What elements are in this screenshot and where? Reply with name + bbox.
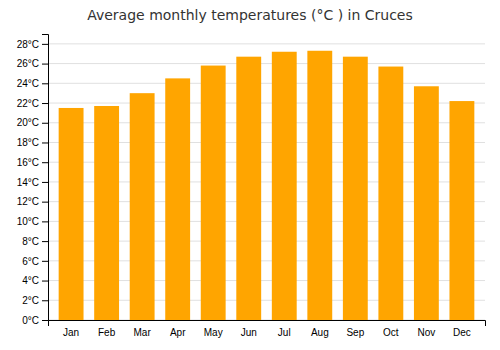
tick-label: 12°C — [17, 196, 39, 207]
bar — [307, 51, 332, 320]
axis-line — [42, 35, 49, 321]
tick-mark — [42, 202, 48, 203]
tick-label: Feb — [98, 327, 116, 338]
tick-label: 6°C — [22, 256, 39, 267]
tick: May — [204, 327, 223, 338]
tick-mark — [42, 281, 48, 282]
tick: 14°C — [17, 177, 48, 188]
tick-label: Oct — [383, 327, 399, 338]
bar — [130, 93, 155, 320]
tick: 22°C — [17, 98, 48, 109]
bar — [272, 52, 297, 320]
tick: Mar — [134, 327, 152, 338]
tick-label: 20°C — [17, 117, 39, 128]
tick: 20°C — [17, 117, 48, 128]
tick-mark — [42, 103, 48, 104]
tick-mark — [42, 123, 48, 124]
tick-mark — [42, 142, 48, 143]
y-axis: 0°C 2°C 4°C 6°C 8°C 10°C 12°C 14°C 16°C 18°C 20°C 2… — [17, 35, 49, 326]
grid-line — [48, 83, 485, 84]
bar — [236, 57, 261, 320]
tick: Feb — [98, 327, 116, 338]
tick-label: Jun — [241, 327, 257, 338]
tick-label: 24°C — [17, 78, 39, 89]
tick: 16°C — [17, 157, 48, 168]
tick: 12°C — [17, 196, 48, 207]
tick: 24°C — [17, 78, 48, 89]
tick: 4°C — [22, 275, 48, 286]
tick: 0°C — [22, 315, 48, 326]
tick: Sep — [346, 327, 364, 338]
tick-mark — [42, 162, 48, 163]
bar — [414, 86, 439, 320]
bar — [59, 108, 84, 320]
x-axis: Jan Feb Mar Apr May Jun Jul Aug Sep Oct Nov Dec — [49, 321, 486, 339]
tick: Jan — [63, 327, 79, 338]
axis-line — [49, 321, 486, 327]
tick-mark — [42, 320, 48, 321]
bar — [165, 78, 190, 320]
bar — [201, 66, 226, 320]
tick-label: Dec — [453, 327, 471, 338]
tick-label: May — [204, 327, 223, 338]
tick-label: 4°C — [22, 275, 39, 286]
tick-label: Jul — [278, 327, 291, 338]
bar — [378, 67, 403, 320]
tick-mark — [42, 44, 48, 45]
tick-label: 26°C — [17, 58, 39, 69]
tick-label: 28°C — [17, 39, 39, 50]
tick: Jul — [278, 327, 291, 338]
tick-mark — [42, 241, 48, 242]
tick: Nov — [417, 327, 435, 338]
tick-mark — [42, 83, 48, 84]
tick-mark — [42, 261, 48, 262]
title: Average monthly temperatures (°C ) in Cr… — [87, 7, 413, 23]
tick: 2°C — [22, 295, 48, 306]
tick-label: Jan — [63, 327, 79, 338]
tick-label: 8°C — [22, 236, 39, 247]
tick: 28°C — [17, 39, 48, 50]
tick: Oct — [383, 327, 399, 338]
tick-label: 2°C — [22, 295, 39, 306]
tick: Jun — [241, 327, 257, 338]
grid-line — [48, 43, 485, 44]
tick-label: 0°C — [22, 315, 39, 326]
grid — [48, 44, 485, 320]
tick: 8°C — [22, 236, 48, 247]
grid-line — [48, 63, 485, 64]
bars — [59, 51, 475, 320]
tick: Apr — [170, 327, 186, 338]
tick: 26°C — [17, 58, 48, 69]
tick: 10°C — [17, 216, 48, 227]
tick-label: 22°C — [17, 98, 39, 109]
tick-label: Aug — [311, 327, 329, 338]
tick-label: Nov — [417, 327, 435, 338]
tick: Dec — [453, 327, 471, 338]
bar — [343, 57, 368, 320]
tick-mark — [42, 64, 48, 65]
tick-label: 14°C — [17, 177, 39, 188]
tick-mark — [42, 182, 48, 183]
tick-label: Sep — [346, 327, 364, 338]
chart: Average monthly temperatures (°C ) in Cr… — [0, 0, 500, 350]
bar — [449, 101, 474, 320]
tick-label: 16°C — [17, 157, 39, 168]
plot: 0°C 2°C 4°C 6°C 8°C 10°C 12°C 14°C 16°C 18°C 20°C 2… — [17, 35, 486, 339]
tick-label: Mar — [134, 327, 152, 338]
tick-label: Apr — [170, 327, 186, 338]
tick-label: 18°C — [17, 137, 39, 148]
tick: 18°C — [17, 137, 48, 148]
tick-mark — [42, 300, 48, 301]
tick-mark — [42, 221, 48, 222]
tick: 6°C — [22, 256, 48, 267]
tick: Aug — [311, 327, 329, 338]
bar — [94, 106, 119, 320]
tick-label: 10°C — [17, 216, 39, 227]
